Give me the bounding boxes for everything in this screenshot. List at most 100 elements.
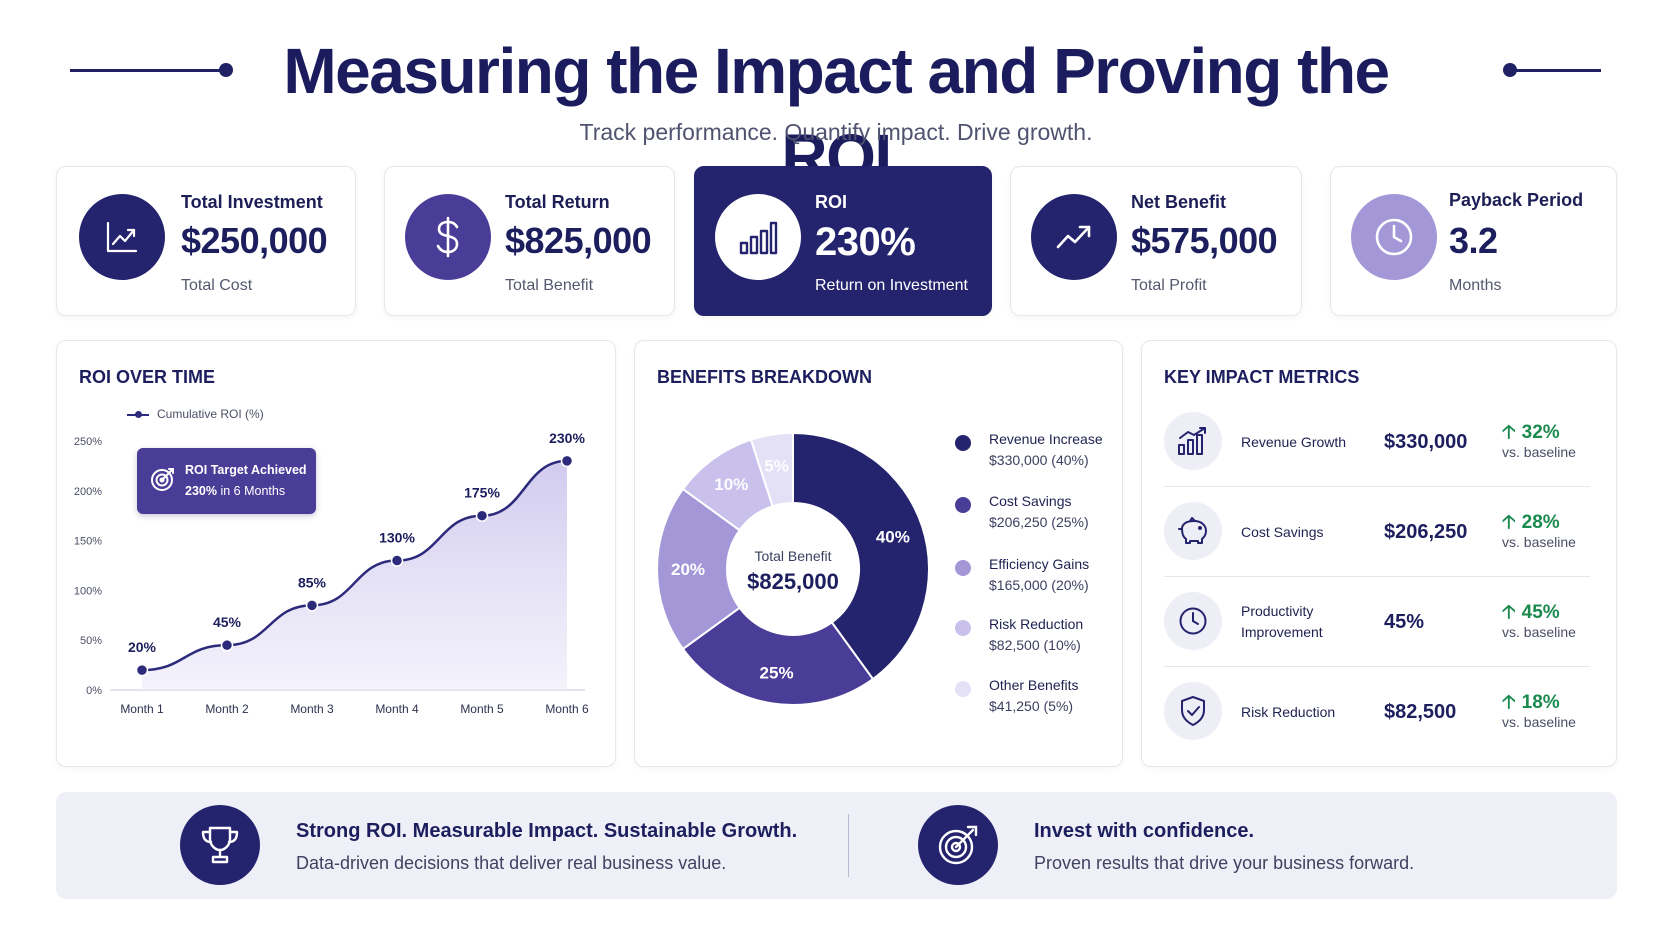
metric-change-value: 28% bbox=[1521, 512, 1560, 533]
metric-name: Revenue Growth bbox=[1241, 433, 1347, 450]
line-chart-icon bbox=[79, 194, 165, 280]
kpi-card-payback-period: Payback Period 3.2 Months bbox=[1330, 166, 1617, 316]
kpi-label: Net Benefit bbox=[1131, 192, 1227, 212]
data-label: 130% bbox=[379, 530, 415, 546]
donut-center-label: Total Benefit bbox=[754, 548, 831, 564]
metric-name: Productivity Improvement bbox=[1241, 603, 1323, 640]
target-icon bbox=[149, 465, 177, 498]
legend-name: Revenue Increase bbox=[989, 431, 1103, 447]
data-point bbox=[220, 638, 234, 652]
banner-divider bbox=[848, 814, 849, 877]
legend-swatch bbox=[955, 681, 971, 697]
kpi-value: $825,000 bbox=[505, 220, 652, 261]
metric-change: 🡡 32% bbox=[1502, 418, 1560, 450]
panel-title: KEY IMPACT METRICS bbox=[1164, 367, 1360, 387]
y-tick-label: 250% bbox=[74, 436, 102, 448]
legend-swatch bbox=[955, 560, 971, 576]
banner-right-text: Proven results that drive your business … bbox=[1034, 853, 1415, 873]
roi-target-callout: ROI Target Achieved 230% in 6 Months bbox=[137, 448, 316, 514]
kpi-value: $575,000 bbox=[1131, 220, 1278, 261]
data-label: 20% bbox=[128, 639, 157, 655]
series-area-fill bbox=[142, 460, 567, 690]
metric-baseline: vs. baseline bbox=[1502, 624, 1576, 640]
metric-baseline: vs. baseline bbox=[1502, 534, 1576, 550]
kpi-value: $250,000 bbox=[181, 220, 328, 261]
kpi-sublabel: Total Profit bbox=[1131, 277, 1207, 294]
y-tick-label: 200% bbox=[74, 486, 102, 498]
piggy-bank-icon bbox=[1164, 502, 1222, 560]
metric-change-value: 32% bbox=[1521, 422, 1560, 443]
title-dot-left bbox=[219, 63, 233, 77]
metric-change-value: 18% bbox=[1521, 692, 1560, 713]
x-tick-label: Month 1 bbox=[120, 702, 164, 716]
legend-name: Cost Savings bbox=[989, 493, 1072, 509]
title-rule-left bbox=[70, 69, 225, 72]
shield-check-icon bbox=[1164, 682, 1222, 740]
slice-percent-label: 20% bbox=[671, 560, 705, 579]
legend-value: $165,000 (20%) bbox=[989, 577, 1089, 593]
metric-name: Risk Reduction bbox=[1241, 703, 1336, 720]
legend-swatch-line bbox=[127, 410, 149, 418]
callout-value: 230% bbox=[185, 484, 217, 498]
metric-baseline: vs. baseline bbox=[1502, 444, 1576, 460]
metric-row-productivity: Productivity Improvement 45% 🡡 45% vs. ba… bbox=[1164, 577, 1590, 667]
data-point bbox=[135, 663, 149, 677]
trend-up-icon bbox=[1031, 194, 1117, 280]
slice-percent-label: 25% bbox=[760, 664, 794, 683]
y-tick-label: 50% bbox=[80, 635, 102, 647]
x-tick-label: Month 2 bbox=[205, 702, 249, 716]
legend-value: $41,250 (5%) bbox=[989, 698, 1074, 714]
kpi-card-net-benefit: Net Benefit $575,000 Total Profit bbox=[1010, 166, 1302, 316]
metric-value: $206,250 bbox=[1384, 520, 1468, 543]
panel-title: BENEFITS BREAKDOWN bbox=[657, 367, 872, 387]
kpi-card-total-investment: Total Investment $250,000 Total Cost bbox=[56, 166, 356, 316]
donut-slice bbox=[681, 606, 875, 706]
x-tick-label: Month 6 bbox=[545, 702, 589, 716]
kpi-sublabel: Months bbox=[1449, 277, 1502, 294]
donut-slice bbox=[749, 431, 794, 508]
kpi-value: 230% bbox=[815, 220, 916, 264]
kpi-label: Payback Period bbox=[1449, 190, 1584, 210]
callout-period: in 6 Months bbox=[220, 484, 286, 498]
header: Measuring the Impact and Proving the ROI bbox=[0, 28, 1672, 193]
legend-name: Other Benefits bbox=[989, 677, 1079, 693]
benefits-breakdown-panel: BENEFITS BREAKDOWN 40% 25% 20% 10% 5% Total B… bbox=[634, 340, 1123, 767]
dollar-icon bbox=[405, 194, 491, 280]
data-point bbox=[560, 454, 574, 468]
data-label: 45% bbox=[213, 614, 242, 630]
arrow-up-icon: 🡡 bbox=[1502, 602, 1516, 623]
slice-percent-label: 10% bbox=[714, 475, 748, 494]
x-tick-label: Month 5 bbox=[460, 702, 504, 716]
legend-name: Risk Reduction bbox=[989, 616, 1084, 632]
banner-left-title: Strong ROI. Measurable Impact. Sustainab… bbox=[296, 820, 798, 842]
panel-title: ROI OVER TIME bbox=[79, 367, 216, 387]
kpi-sublabel: Return on Investment bbox=[815, 277, 968, 294]
arrow-up-icon: 🡡 bbox=[1502, 692, 1516, 713]
y-tick-label: 150% bbox=[74, 536, 102, 548]
target-icon bbox=[918, 805, 998, 885]
metric-row-cost-savings: Cost Savings $206,250 🡡 28% vs. baseline bbox=[1164, 487, 1590, 577]
arrow-up-icon: 🡡 bbox=[1502, 512, 1516, 533]
legend-value: $330,000 (40%) bbox=[989, 452, 1089, 468]
y-tick-label: 100% bbox=[74, 585, 102, 597]
legend-name: Efficiency Gains bbox=[989, 556, 1090, 572]
y-tick-label: 0% bbox=[86, 685, 102, 697]
data-point bbox=[390, 554, 404, 567]
legend-value: $82,500 (10%) bbox=[989, 637, 1081, 653]
kpi-sublabel: Total Cost bbox=[181, 277, 253, 294]
title-dot-right bbox=[1503, 63, 1517, 77]
kpi-label: Total Return bbox=[505, 192, 610, 212]
data-label: 175% bbox=[464, 485, 500, 501]
clock-icon bbox=[1164, 592, 1222, 650]
data-point bbox=[305, 599, 319, 612]
data-point bbox=[475, 509, 489, 522]
slice-percent-label: 5% bbox=[764, 456, 789, 475]
kpi-card-total-return: Total Return $825,000 Total Benefit bbox=[384, 166, 675, 316]
data-label: 230% bbox=[549, 430, 585, 446]
legend-swatch bbox=[955, 435, 971, 451]
clock-icon bbox=[1351, 194, 1437, 280]
legend-value: $206,250 (25%) bbox=[989, 514, 1089, 530]
metric-change-value: 45% bbox=[1521, 602, 1560, 623]
donut-slice bbox=[792, 431, 930, 681]
metric-change: 🡡 28% bbox=[1502, 508, 1560, 540]
